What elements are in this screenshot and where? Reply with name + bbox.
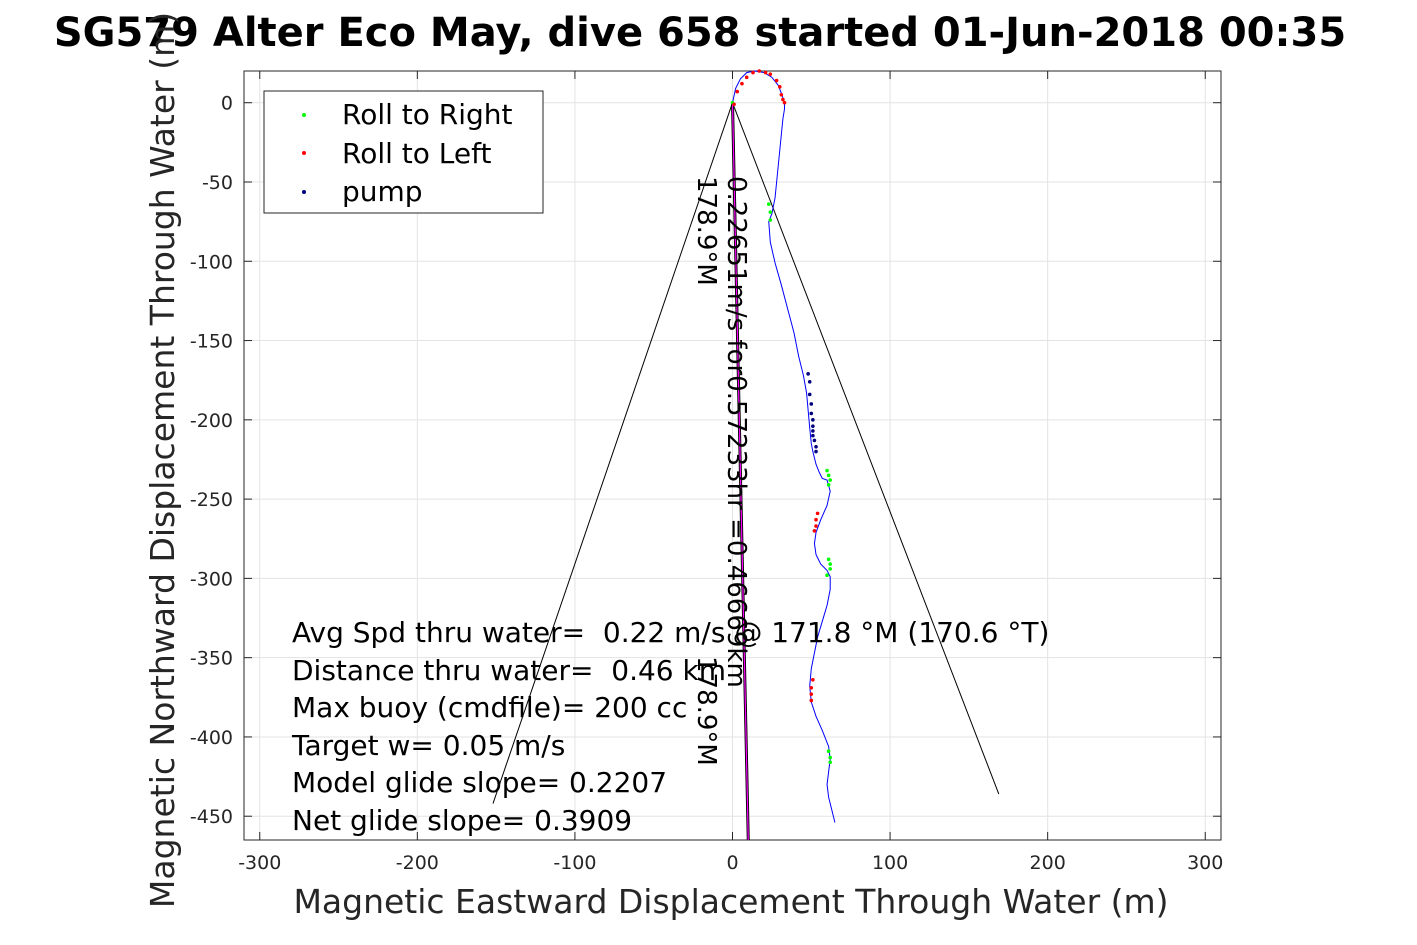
pump-point (811, 429, 815, 433)
roll-right-point (828, 755, 832, 760)
x-tick-label: -100 (553, 852, 596, 874)
stat-avg-speed: Avg Spd thru water= 0.22 m/s @ 171.8 °M … (292, 616, 1049, 649)
stat-target-w: Target w= 0.05 m/s (291, 729, 565, 762)
chart-title: SG579 Alter Eco May, dive 658 started 01… (54, 10, 1346, 56)
heading-label-bottom: 178.9°M (691, 656, 721, 766)
stat-max-buoy: Max buoy (cmdfile)= 200 cc (292, 691, 687, 724)
legend: Roll to Right Roll to Left pump (263, 90, 544, 214)
heading-cone (492, 102, 1000, 804)
roll-left-point (809, 692, 814, 696)
heading-line-path (731, 102, 749, 841)
roll-right-point (828, 478, 832, 482)
roll-left-point (815, 511, 820, 516)
roll-left-point (774, 78, 779, 83)
y-tick-label: -250 (190, 489, 233, 511)
track-markers (730, 69, 832, 765)
roll-right-point (766, 202, 771, 206)
roll-right-point (828, 760, 832, 765)
y-tick-label: -400 (190, 727, 233, 749)
roll-left-point (777, 85, 782, 89)
x-axis-label: Magnetic Eastward Displacement Through W… (293, 882, 1168, 921)
legend-marker-pump (302, 190, 306, 194)
y-tick-label: -200 (190, 410, 233, 432)
rotated-labels: 178.9°M 0.22651m/s for0.57233hr =0.46669… (691, 176, 751, 766)
pump-point (811, 433, 815, 438)
heading-label-top: 178.9°M (691, 176, 721, 286)
glider-track (732, 70, 836, 823)
y-tick-label: -450 (190, 806, 233, 828)
roll-right-point (826, 473, 831, 478)
cone-right-line (732, 102, 1000, 795)
roll-left-point (768, 72, 773, 76)
x-tick-label: -200 (396, 852, 439, 874)
roll-left-point (735, 89, 740, 94)
grid (244, 71, 1221, 840)
legend-label-roll-right: Roll to Right (342, 98, 513, 131)
pump-point (806, 372, 810, 376)
roll-left-point (751, 70, 755, 75)
roll-right-point (825, 573, 829, 578)
roll-right-point (826, 749, 831, 754)
roll-left-point (744, 75, 749, 80)
legend-label-pump: pump (342, 175, 423, 208)
y-tick-label: -350 (190, 648, 233, 670)
roll-right-point (826, 483, 831, 487)
speed-label: 0.22651m/s for0.57233hr =0.46669km (721, 176, 751, 688)
stat-model-glide: Model glide slope= 0.2207 (292, 766, 667, 799)
roll-left-point (779, 92, 784, 97)
roll-right-point (828, 567, 832, 571)
legend-box (263, 90, 544, 214)
pump-point (811, 424, 815, 428)
roll-left-point (814, 517, 818, 522)
pump-point (809, 402, 814, 406)
pump-point (807, 392, 812, 397)
roll-left-point (809, 685, 814, 690)
y-tick-label: -150 (190, 331, 233, 353)
stats-annotation: Avg Spd thru water= 0.22 m/s @ 171.8 °M … (291, 616, 1049, 837)
roll-left-point (782, 100, 787, 105)
legend-marker-roll-right (302, 113, 306, 117)
x-tick-label: 100 (872, 852, 908, 874)
roll-left-point (814, 524, 818, 528)
legend-label-roll-left: Roll to Left (342, 137, 491, 170)
pump-point (807, 379, 812, 384)
roll-left-point (809, 698, 814, 703)
x-tick-label: 300 (1187, 852, 1223, 874)
cone-left-line (492, 102, 733, 804)
pump-point (811, 418, 815, 422)
x-tick-label: 0 (726, 852, 738, 874)
stat-net-glide: Net glide slope= 0.3909 (292, 804, 632, 837)
roll-right-point (826, 557, 831, 562)
legend-marker-roll-left (302, 151, 306, 155)
roll-right-point (825, 468, 829, 473)
y-axis-label: Magnetic Northward Displacement Through … (143, 12, 182, 908)
pump-point (814, 449, 818, 454)
x-tick-label: 200 (1030, 852, 1066, 874)
y-tick-label: -100 (190, 251, 233, 273)
track-line (732, 70, 836, 823)
y-tick-label: -50 (202, 172, 233, 194)
stat-distance: Distance thru water= 0.46 km (292, 654, 726, 687)
roll-left-point (781, 97, 785, 102)
roll-left-point (757, 69, 762, 73)
y-tick-label: -300 (190, 568, 233, 590)
heading-line (731, 102, 750, 841)
roll-left-point (732, 102, 736, 107)
roll-left-point (763, 70, 768, 75)
axis-ticks: -300 -200 -100 0 100 200 300 0 -50 -100 -150 -200 -2… (190, 71, 1223, 874)
roll-left-point (812, 529, 817, 533)
pump-point (812, 438, 817, 443)
x-tick-label: -300 (238, 852, 281, 874)
roll-right-point (828, 562, 832, 566)
roll-right-point (768, 210, 773, 214)
pump-point (814, 444, 818, 449)
roll-left-point (811, 678, 815, 682)
pump-point (809, 411, 814, 416)
roll-left-point (740, 81, 744, 86)
y-tick-label: 0 (221, 93, 233, 115)
roll-right-point (768, 218, 773, 222)
